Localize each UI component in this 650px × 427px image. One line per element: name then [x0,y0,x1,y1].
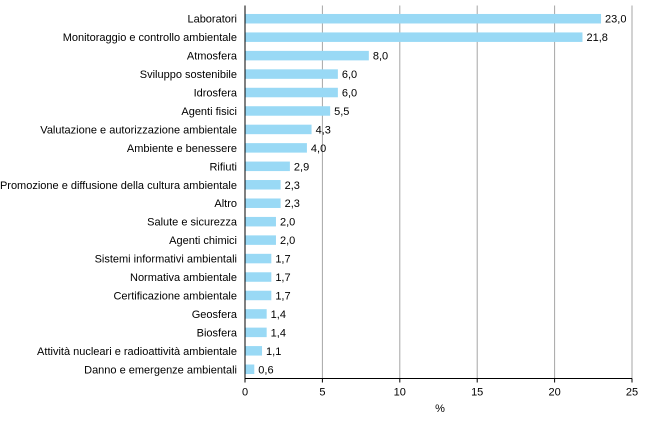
value-label-12: 2,0 [280,235,295,247]
category-label-16: Geosfera [192,309,238,321]
bar-14 [245,272,272,282]
bars [245,13,602,375]
bar-10 [245,198,281,208]
category-label-10: Altro [214,198,237,210]
category-label-15: Certificazione ambientale [113,290,237,302]
category-label-18: Attività nucleari e radioattività ambien… [37,346,237,358]
grid-lines [321,5,633,379]
category-label-6: Valutazione e autorizzazione ambientale [40,124,237,136]
bar-16 [245,309,267,319]
value-label-8: 2,9 [294,161,309,173]
value-label-10: 2,3 [285,198,300,210]
value-label-19: 0,6 [258,364,273,376]
value-label-7: 4,0 [311,143,326,155]
x-tick-label-3: 15 [471,387,483,399]
bar-9 [245,180,281,190]
bar-13 [245,253,272,264]
category-label-13: Sistemi informativi ambientali [95,254,237,266]
bar-11 [245,216,276,227]
value-label-5: 5,5 [334,106,349,118]
value-label-11: 2,0 [280,217,295,229]
value-label-18: 1,1 [266,346,281,358]
bar-5 [245,106,331,116]
value-label-17: 1,4 [271,327,286,339]
bar-3 [245,69,338,79]
value-label-9: 2,3 [285,180,300,192]
x-tick-label-2: 10 [394,387,406,399]
value-labels: 23,0 21,8 8,0 6,0 6,0 5,54,3 4,02,9 2,3 2,3 2,0 2,… [258,14,626,377]
value-label-14: 1,7 [275,272,290,284]
category-label-0: Laboratori [187,14,237,26]
category-label-12: Agenti chimici [169,235,237,247]
category-label-7: Ambiente e benessere [127,143,237,155]
category-label-17: Biosfera [197,327,238,339]
value-label-3: 6,0 [342,69,357,81]
bar-8 [245,161,290,172]
bar-1 [245,32,583,42]
x-tick-label-0: 0 [242,387,248,399]
bar-6 [245,124,312,135]
category-label-8: Rifiuti [209,161,237,173]
bar-17 [245,327,267,338]
bar-15 [245,290,272,301]
value-label-15: 1,7 [275,290,290,302]
category-label-19: Danno e emergenze ambientali [84,364,237,376]
bar-0 [245,13,602,24]
value-label-4: 6,0 [342,88,357,100]
category-label-4: Idrosfera [194,88,238,100]
category-label-9: Promozione e diffusione della cultura am… [0,180,237,192]
value-label-16: 1,4 [271,309,286,321]
x-axis-label: % [435,403,445,415]
x-axis: 0 5 10 15 20 25 [242,5,638,399]
x-tick-label-5: 25 [626,387,638,399]
bar-2 [245,50,369,61]
category-label-3: Sviluppo sostenibile [140,69,237,81]
category-labels: Laboratori Monitoraggio e controllo ambie… [0,14,238,377]
x-tick-label-1: 5 [319,387,325,399]
bar-19 [245,364,255,375]
value-label-2: 8,0 [373,51,388,63]
category-label-5: Agenti fisici [181,106,237,118]
bar-12 [245,235,276,245]
value-label-13: 1,7 [275,254,290,266]
bar-4 [245,87,338,98]
category-label-14: Normativa ambientale [130,272,237,284]
category-label-2: Atmosfera [187,51,238,63]
category-label-11: Salute e sicurezza [147,217,238,229]
x-tick-label-4: 20 [548,387,560,399]
bar-18 [245,346,263,356]
value-label-6: 4,3 [316,124,331,136]
value-label-1: 21,8 [586,32,607,44]
category-label-1: Monitoraggio e controllo ambientale [63,32,237,44]
value-label-0: 23,0 [605,14,626,26]
bar-7 [245,143,307,153]
